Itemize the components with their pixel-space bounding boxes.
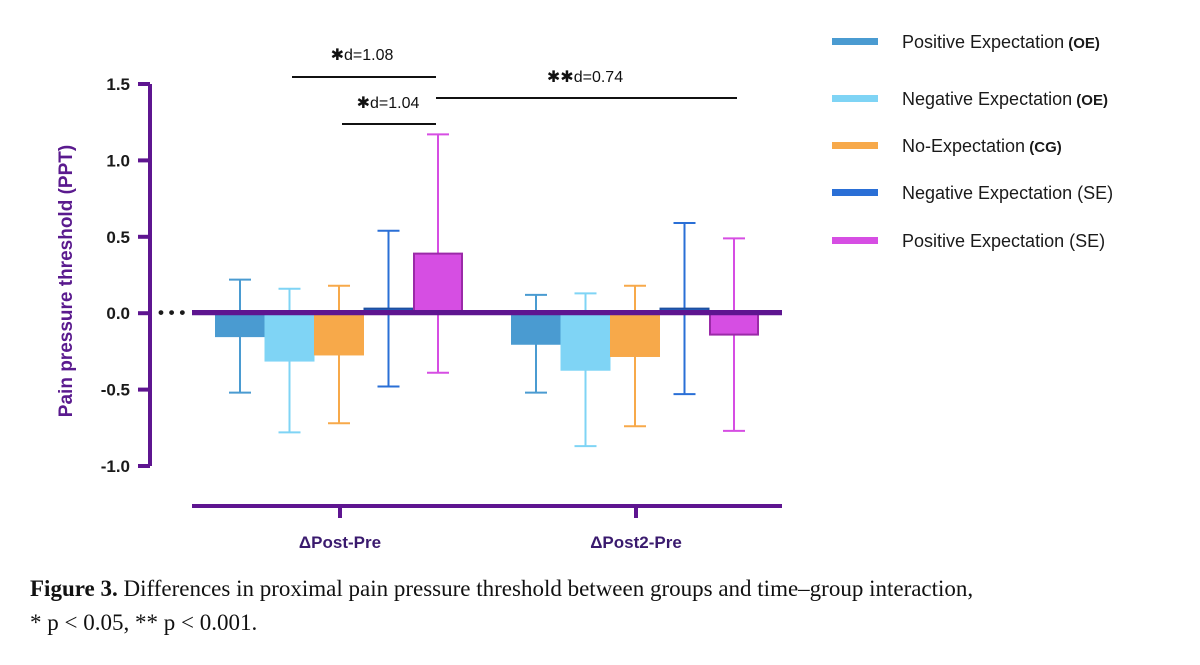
- legend-series-name: Positive Expectation: [902, 32, 1064, 52]
- caption-label: Figure 3.: [30, 576, 118, 601]
- y-tick-label: 0.5: [106, 228, 130, 247]
- legend-label: Positive Expectation (SE): [902, 231, 1105, 251]
- legend-swatch: [832, 38, 878, 45]
- significance-label: ✱d=1.08: [331, 47, 394, 64]
- legend-swatch: [832, 95, 878, 102]
- bar: [511, 312, 561, 345]
- legend-series-name: Negative Expectation (SE): [902, 183, 1113, 203]
- bar: [413, 252, 463, 315]
- x-tick-label: ΔPost-Pre: [299, 533, 381, 552]
- legend-label: No-Expectation (CG): [902, 136, 1062, 156]
- legend-swatch: [832, 237, 878, 244]
- bar: [314, 312, 364, 356]
- legend-group-tag: (CG): [1025, 139, 1062, 156]
- bar: [709, 312, 759, 336]
- legend-group-tag: (OE): [1072, 92, 1108, 109]
- y-tick-label: -0.5: [101, 381, 130, 400]
- significance-label: ✱d=1.04: [357, 95, 420, 112]
- significance-label: ✱✱d=0.74: [547, 69, 623, 86]
- y-tick-label: -1.0: [101, 457, 130, 476]
- axis-break-dots: • • •: [158, 303, 185, 322]
- y-tick-label: 1.0: [106, 151, 130, 170]
- caption-stats: * p < 0.05, ** p < 0.001.: [30, 610, 258, 635]
- bar: [264, 312, 315, 362]
- chart-figure: • • • -1.0 -0.5 0.0 0.5 1.0 1.5 Pain pressure…: [56, 32, 1113, 552]
- legend-label: Positive Expectation (OE): [902, 32, 1100, 52]
- figure-caption: Figure 3. Differences in proximal pain p…: [30, 572, 1190, 640]
- y-tick-label: 1.5: [106, 75, 130, 94]
- bars-layer: [192, 133, 782, 448]
- legend-swatch: [832, 189, 878, 196]
- bar: [610, 312, 660, 357]
- y-tick-label: 0.0: [106, 304, 130, 323]
- legend-series-name: No-Expectation: [902, 136, 1025, 156]
- legend-series-name: Positive Expectation (SE): [902, 231, 1105, 251]
- y-axis-label: Pain pressure threshold (PPT): [56, 145, 77, 417]
- bar: [215, 312, 265, 338]
- legend-group-tag: (OE): [1064, 35, 1100, 52]
- legend-series-name: Negative Expectation: [902, 89, 1072, 109]
- y-ticks: -1.0 -0.5 0.0 0.5 1.0 1.5: [101, 75, 150, 476]
- legend: Positive Expectation (OE)Negative Expect…: [832, 32, 1113, 251]
- legend-label: Negative Expectation (SE): [902, 183, 1113, 203]
- axes: • • •: [148, 84, 782, 518]
- legend-label: Negative Expectation (OE): [902, 89, 1108, 109]
- legend-swatch: [832, 142, 878, 149]
- bar: [560, 312, 611, 371]
- x-tick-label: ΔPost2-Pre: [590, 533, 682, 552]
- x-tick-labels: ΔPost-Pre ΔPost2-Pre: [299, 533, 682, 552]
- caption-text: Differences in proximal pain pressure th…: [123, 576, 974, 601]
- significance-annotations: ✱d=1.08 ✱d=1.04 ✱✱d=0.74: [292, 47, 737, 125]
